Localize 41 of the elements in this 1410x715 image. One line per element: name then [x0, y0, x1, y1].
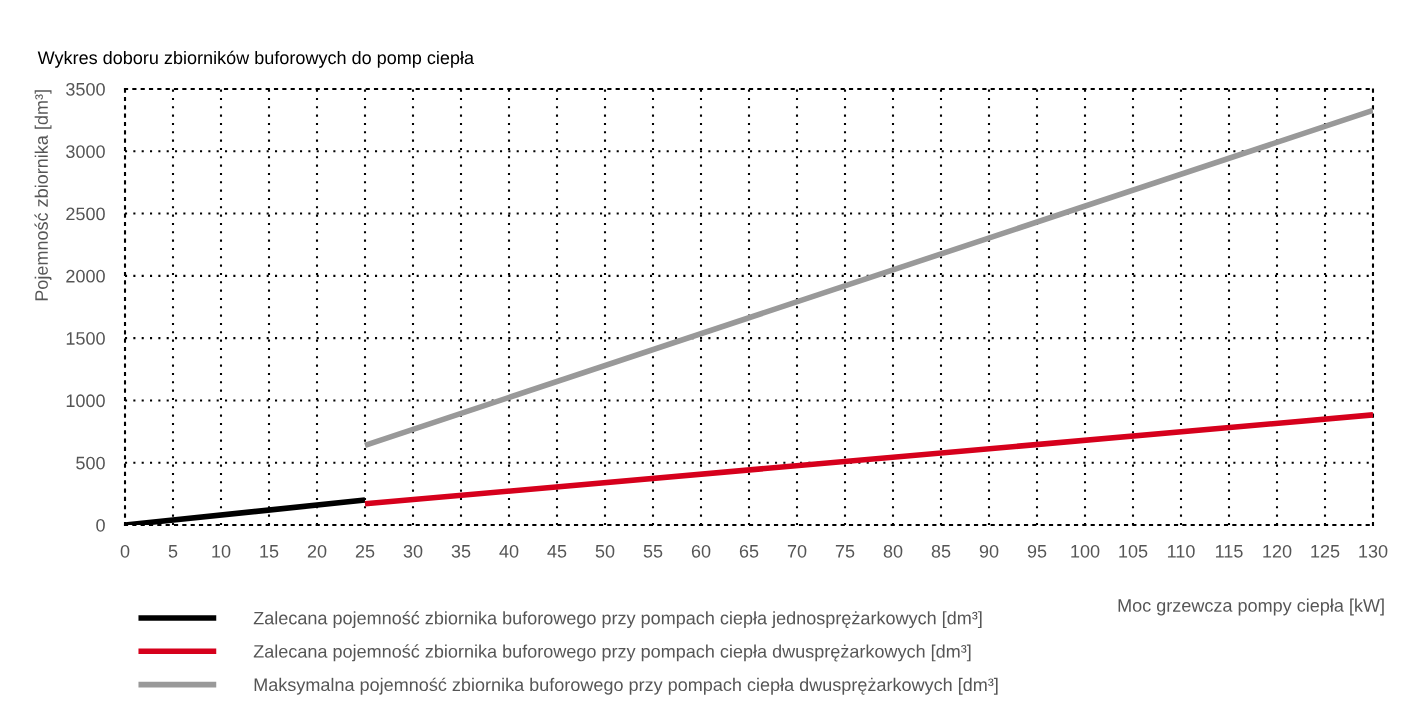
x-tick-label: 5 [168, 545, 178, 558]
x-tick-label: 90 [979, 544, 999, 558]
y-tick-label: 500 [76, 456, 105, 470]
x-tick-label: 45 [547, 545, 567, 558]
x-tick-label: 75 [835, 545, 855, 558]
x-tick-label: 125 [1311, 544, 1340, 558]
x-tick-label: 30 [403, 544, 423, 558]
x-tick-label: 95 [1027, 544, 1047, 558]
y-tick-label: 0 [96, 518, 105, 532]
x-tick-label: 130 [1359, 544, 1388, 558]
x-tick-label: 55 [643, 545, 663, 558]
x-tick-label: 105 [1119, 544, 1148, 558]
x-axis-title: Moc grzewcza pompy ciepła [kW] [1118, 598, 1384, 616]
x-tick-label: 10 [212, 544, 231, 558]
x-tick-label: 85 [931, 544, 951, 558]
y-tick-label: 1500 [66, 332, 105, 345]
y-tick-label: 2000 [66, 269, 105, 283]
legend-label: Zalecana pojemność zbiornika buforowego przy pompach ciepła jednosprężarkowych [dm³] [253, 611, 982, 629]
legend-label: Zalecana pojemność zbiornika buforowego przy pompach ciepła dwusprężarkowych [dm³] [253, 644, 971, 662]
x-tick-label: 65 [739, 544, 759, 558]
x-tick-label: 115 [1215, 545, 1243, 558]
x-tick-label: 15 [260, 545, 279, 558]
x-tick-label: 120 [1263, 544, 1292, 558]
x-tick-label: 40 [499, 544, 519, 558]
x-tick-label: 25 [355, 544, 375, 558]
legend-label: Maksymalna pojemność zbiornika buforowego przy pompach ciepła dwusprężarkowych [dm³] [254, 677, 998, 695]
x-tick-label: 100 [1071, 544, 1100, 558]
x-tick-label: 60 [691, 544, 711, 558]
x-tick-label: 80 [883, 544, 903, 558]
y-tick-label: 3000 [66, 145, 105, 159]
x-tick-label: 70 [787, 544, 807, 558]
x-tick-label: 50 [595, 544, 615, 558]
y-tick-label: 3500 [66, 82, 105, 96]
chart-title: Wykres doboru zbiorników buforowych do pomp ciepła [37, 50, 475, 68]
y-axis-title: Pojemność zbiornika [dm³] [34, 90, 52, 301]
y-tick-label: 2500 [66, 207, 105, 221]
x-tick-label: 20 [307, 544, 327, 558]
y-tick-label: 1000 [66, 394, 105, 408]
x-tick-label: 35 [451, 544, 471, 558]
x-tick-label: 0 [120, 544, 130, 558]
x-tick-label: 110 [1167, 544, 1195, 558]
